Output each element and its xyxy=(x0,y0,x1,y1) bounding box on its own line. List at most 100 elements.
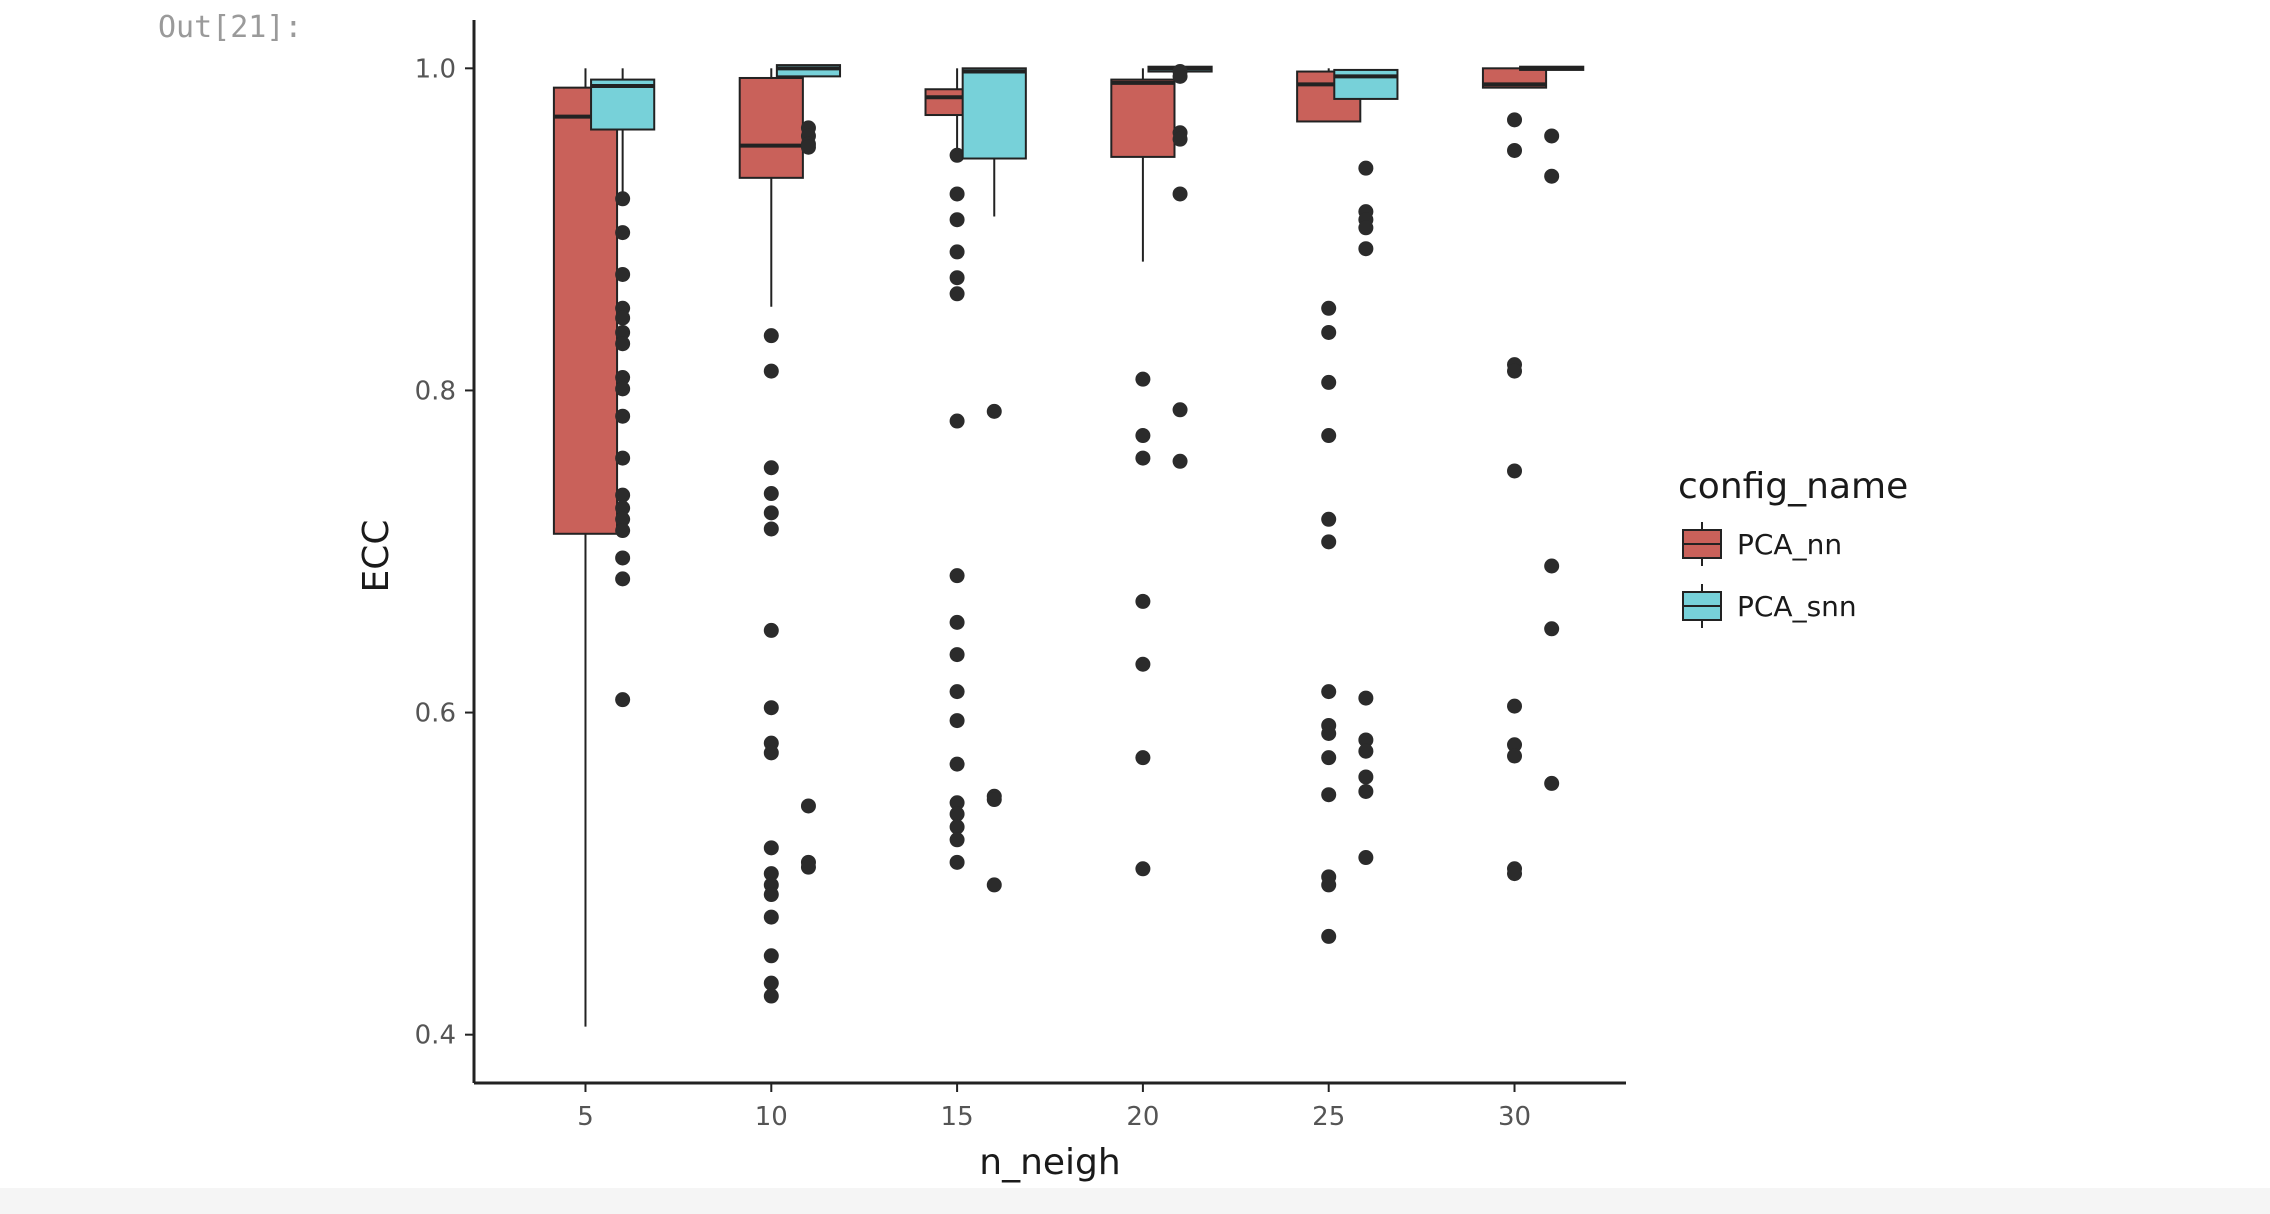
outlier-point xyxy=(949,244,965,260)
outlier-point xyxy=(1135,450,1151,466)
outlier-point xyxy=(763,460,779,476)
outlier-point xyxy=(1321,374,1337,390)
outlier-point xyxy=(1507,737,1523,753)
box-body xyxy=(552,86,619,535)
box-PCA_nn-20 xyxy=(1110,68,1176,877)
outlier-point xyxy=(800,859,816,875)
outlier-point xyxy=(615,523,631,539)
outlier-point xyxy=(763,505,779,521)
outlier-point xyxy=(1135,750,1151,766)
outlier-point xyxy=(1321,877,1337,893)
outlier-point xyxy=(1544,558,1560,574)
outlier-point xyxy=(763,486,779,502)
outlier-point xyxy=(1172,131,1188,147)
box-PCA_snn-6 xyxy=(590,68,656,708)
outlier-point xyxy=(949,806,965,822)
box-PCA_snn-26 xyxy=(1333,68,1399,866)
outlier-point xyxy=(763,521,779,537)
outlier-point xyxy=(949,647,965,663)
outlier-point xyxy=(949,819,965,835)
outlier-point xyxy=(1507,463,1523,479)
outlier-point xyxy=(1172,453,1188,469)
box-body xyxy=(1110,78,1176,158)
x-axis-title: n_neigh xyxy=(979,1142,1120,1183)
outlier-point xyxy=(615,408,631,424)
y-tick-label: 0.4 xyxy=(415,1021,456,1051)
x-tick-label: 20 xyxy=(1126,1102,1159,1132)
y-tick-label: 1.0 xyxy=(415,54,456,84)
outlier-point xyxy=(949,614,965,630)
outlier-point xyxy=(1358,220,1374,236)
outlier-point xyxy=(1507,112,1523,128)
box-body xyxy=(961,67,1027,160)
outlier-point xyxy=(763,745,779,761)
outlier-point xyxy=(615,511,631,527)
outlier-point xyxy=(1172,186,1188,202)
outlier-point xyxy=(615,487,631,503)
plot-area xyxy=(552,64,1585,1027)
x-tick-label: 10 xyxy=(755,1102,788,1132)
outlier-point xyxy=(1321,300,1337,316)
legend-label: PCA_snn xyxy=(1737,590,1857,623)
outlier-point xyxy=(615,692,631,708)
outlier-point xyxy=(615,266,631,282)
outlier-point xyxy=(1321,428,1337,444)
outlier-point xyxy=(1358,241,1374,257)
outlier-point xyxy=(1358,732,1374,748)
box-PCA_snn-16 xyxy=(961,67,1027,893)
box-body xyxy=(738,76,804,179)
outlier-point xyxy=(949,147,965,163)
outlier-point xyxy=(1321,928,1337,944)
outlier-point xyxy=(1135,371,1151,387)
outlier-point xyxy=(1358,769,1374,785)
outlier-point xyxy=(615,324,631,340)
outlier-point xyxy=(1507,142,1523,158)
outlier-point xyxy=(949,713,965,729)
outlier-point xyxy=(1321,750,1337,766)
outlier-point xyxy=(615,571,631,587)
outlier-point xyxy=(763,700,779,716)
outlier-point xyxy=(1135,593,1151,609)
outlier-point xyxy=(949,186,965,202)
outlier-point xyxy=(1358,783,1374,799)
outlier-point xyxy=(1135,861,1151,877)
box-PCA_nn-10 xyxy=(738,68,804,1004)
outlier-point xyxy=(1544,775,1560,791)
bottom-scroll-strip xyxy=(0,1188,2270,1214)
outlier-point xyxy=(615,225,631,241)
outlier-point xyxy=(1358,160,1374,176)
box-body xyxy=(1333,68,1399,100)
outlier-point xyxy=(800,139,816,155)
outlier-point xyxy=(1135,428,1151,444)
outlier-point xyxy=(763,887,779,903)
box-PCA_nn-30 xyxy=(1481,67,1548,882)
outlier-point xyxy=(949,270,965,286)
outlier-point xyxy=(1507,698,1523,714)
outlier-point xyxy=(1172,68,1188,84)
outlier-point xyxy=(1507,363,1523,379)
outlier-point xyxy=(949,413,965,429)
outlier-point xyxy=(986,792,1002,808)
axes xyxy=(472,20,1626,1085)
y-axis-title: ECC xyxy=(356,519,397,592)
outlier-point xyxy=(615,336,631,352)
box-body xyxy=(775,64,842,78)
x-ticks: 5 10 15 20 25 30 xyxy=(577,1083,1531,1132)
outlier-point xyxy=(1321,787,1337,803)
x-tick-label: 15 xyxy=(941,1102,974,1132)
output-prompt: Out[21]: xyxy=(158,10,303,45)
outlier-point xyxy=(763,948,779,964)
outlier-point xyxy=(949,795,965,811)
legend-items: PCA_nn PCA_snn xyxy=(1682,522,1857,628)
outlier-point xyxy=(1544,621,1560,637)
outlier-point xyxy=(615,550,631,566)
outlier-point xyxy=(1358,743,1374,759)
outlier-point xyxy=(949,832,965,848)
outlier-point xyxy=(763,840,779,856)
outlier-point xyxy=(763,909,779,925)
legend: config_name PCA_nn PCA_snn xyxy=(1678,466,1908,628)
outlier-point xyxy=(615,191,631,207)
box-PCA_snn-31 xyxy=(1519,65,1585,791)
outlier-point xyxy=(615,381,631,397)
outlier-point xyxy=(763,866,779,882)
